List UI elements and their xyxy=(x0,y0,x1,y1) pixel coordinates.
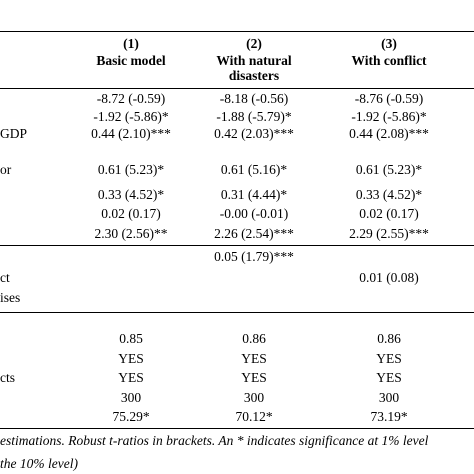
row-label-cts: cts xyxy=(0,370,15,385)
cell: 0.85 xyxy=(119,331,143,346)
row-label-ises: ises xyxy=(0,290,21,305)
cell: YES xyxy=(241,351,267,366)
header-rule xyxy=(0,88,474,89)
cell: 2.26 (2.54)*** xyxy=(214,226,294,241)
cell: 75.29* xyxy=(112,409,150,424)
cell: 0.33 (4.52)* xyxy=(97,187,165,202)
row-label-ct: ct xyxy=(0,270,10,285)
cell: 2.30 (2.56)** xyxy=(94,226,168,241)
cell: -0.00 (-0.01) xyxy=(219,206,289,221)
cell: 70.12* xyxy=(235,409,273,424)
cell: YES xyxy=(376,370,402,385)
col1-number: (1) xyxy=(123,36,139,51)
cell: YES xyxy=(118,370,144,385)
row-label-gdp: GDP xyxy=(0,126,28,141)
section-rule-2 xyxy=(0,312,474,313)
cell: -1.92 (-5.86)* xyxy=(351,109,427,124)
cell: 0.33 (4.52)* xyxy=(355,187,423,202)
cell: 0.42 (2.03)*** xyxy=(214,126,294,141)
table-note-line2: the 10% level) xyxy=(0,456,78,471)
cell: 0.31 (4.44)* xyxy=(220,187,288,202)
cell: -8.18 (-0.56) xyxy=(219,91,289,106)
cell: 0.02 (0.17) xyxy=(359,206,419,221)
row-label-or: or xyxy=(0,162,12,177)
cell: 0.61 (5.23)* xyxy=(355,162,423,177)
cell: 2.29 (2.55)*** xyxy=(349,226,429,241)
table-note-line1: estimations. Robust t-ratios in brackets… xyxy=(0,433,429,448)
cell: 300 xyxy=(120,390,142,405)
col2-title-line2: disasters xyxy=(228,68,280,83)
cell: YES xyxy=(241,370,267,385)
cell: YES xyxy=(118,351,144,366)
cell: 300 xyxy=(243,390,265,405)
col2-title-line1: With natural xyxy=(216,53,292,68)
table-top-rule xyxy=(0,31,474,32)
cell: 0.01 (0.08) xyxy=(359,270,419,285)
cell: YES xyxy=(376,351,402,366)
cell: 0.44 (2.10)*** xyxy=(91,126,171,141)
cell: 0.44 (2.08)*** xyxy=(349,126,429,141)
cell: 73.19* xyxy=(370,409,408,424)
cell: 0.05 (1.79)*** xyxy=(214,249,294,264)
col2-number: (2) xyxy=(246,36,262,51)
cell: -8.72 (-0.59) xyxy=(96,91,166,106)
cell: 0.86 xyxy=(242,331,266,346)
col3-title: With conflict xyxy=(351,53,427,68)
cell: 0.86 xyxy=(377,331,401,346)
col3-number: (3) xyxy=(381,36,397,51)
cell: 0.02 (0.17) xyxy=(101,206,161,221)
cell: -1.92 (-5.86)* xyxy=(93,109,169,124)
cell: 0.61 (5.23)* xyxy=(97,162,165,177)
cell: -8.76 (-0.59) xyxy=(354,91,424,106)
cell: 300 xyxy=(378,390,400,405)
cell: -1.88 (-5.79)* xyxy=(216,109,292,124)
col1-title: Basic model xyxy=(96,53,166,68)
section-rule-1 xyxy=(0,245,474,246)
table-bottom-rule xyxy=(0,428,474,429)
cell: 0.61 (5.16)* xyxy=(220,162,288,177)
